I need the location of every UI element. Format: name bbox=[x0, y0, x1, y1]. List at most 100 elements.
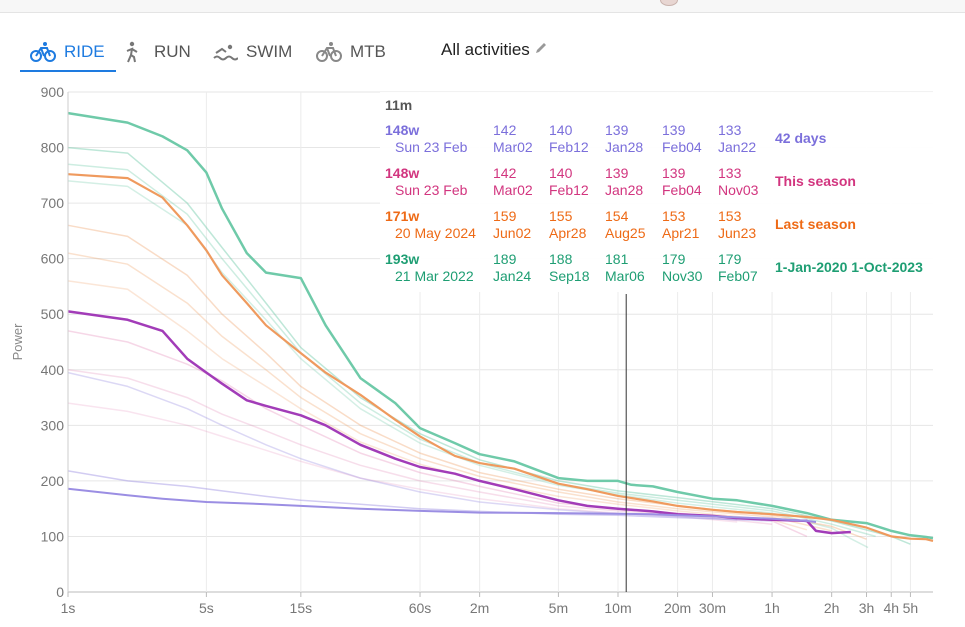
legend-cell-value: 140 bbox=[549, 122, 573, 138]
legend-best: 193w 21 Mar 2022 bbox=[385, 251, 474, 285]
legend-cell-date: Aug25 bbox=[605, 225, 646, 241]
y-tick-label: 500 bbox=[41, 306, 65, 322]
y-tick-label: 700 bbox=[41, 195, 65, 211]
legend-series-name: This season bbox=[775, 173, 856, 189]
chart-series bbox=[67, 111, 934, 549]
y-tick-label: 900 bbox=[41, 84, 65, 100]
legend-series-name: 42 days bbox=[775, 130, 827, 146]
legend-cell-value: 139 bbox=[662, 122, 686, 138]
x-tick-label: 3h bbox=[859, 600, 875, 616]
legend-cell-value: 189 bbox=[493, 251, 517, 267]
legend-cell-value: 159 bbox=[493, 208, 517, 224]
legend-best-date: 21 Mar 2022 bbox=[395, 268, 474, 284]
series-line[interactable] bbox=[67, 487, 817, 523]
legend-cell-value: 133 bbox=[718, 122, 742, 138]
x-tick-label: 2m bbox=[470, 600, 489, 616]
legend-cell-date: Apr21 bbox=[662, 225, 700, 241]
legend-cell: 154 Aug25 bbox=[605, 208, 645, 242]
legend-cell-value: 179 bbox=[718, 251, 742, 267]
legend-cell-value: 153 bbox=[662, 208, 686, 224]
series-line[interactable] bbox=[67, 173, 934, 542]
legend-best-value: 171w bbox=[385, 208, 420, 224]
legend-cell: 153 Apr21 bbox=[662, 208, 699, 242]
y-tick-label: 0 bbox=[56, 584, 64, 600]
y-tick-label: 600 bbox=[41, 251, 65, 267]
x-tick-label: 5s bbox=[199, 600, 214, 616]
legend-cell-date: Jun02 bbox=[493, 225, 532, 241]
legend-cell-date: Feb12 bbox=[549, 182, 589, 198]
legend-best: 171w 20 May 2024 bbox=[385, 208, 476, 242]
legend-cell-value: 154 bbox=[605, 208, 629, 224]
legend-cell-value: 179 bbox=[662, 251, 686, 267]
legend-cell: 139 Jan28 bbox=[605, 165, 643, 199]
legend-cell: 139 Feb04 bbox=[662, 165, 702, 199]
tab-ride[interactable]: RIDE bbox=[20, 34, 116, 72]
legend-cell: 159 Jun02 bbox=[493, 208, 531, 242]
legend-cell: 139 Feb04 bbox=[662, 122, 702, 156]
legend-cell-value: 181 bbox=[605, 251, 629, 267]
legend-cell: 188 Sep18 bbox=[549, 251, 589, 285]
y-tick-label: 200 bbox=[41, 473, 65, 489]
series-line[interactable] bbox=[67, 146, 911, 545]
tab-swim[interactable]: SWIM bbox=[212, 34, 292, 70]
run-icon bbox=[120, 41, 146, 63]
legend-cell-date: Feb04 bbox=[662, 182, 702, 198]
legend-cell-value: 155 bbox=[549, 208, 573, 224]
legend-cell: 142 Mar02 bbox=[493, 165, 533, 199]
y-axis-label: Power bbox=[10, 323, 25, 361]
x-tick-label: 30m bbox=[699, 600, 726, 616]
legend-cell-date: Jan28 bbox=[605, 182, 644, 198]
legend-best-date: Sun 23 Feb bbox=[395, 182, 468, 198]
legend-cell-value: 153 bbox=[718, 208, 742, 224]
legend-cell-date: Jan28 bbox=[605, 139, 644, 155]
legend-cell-value: 133 bbox=[718, 165, 742, 181]
activity-filter[interactable]: All activities bbox=[441, 40, 548, 60]
legend-best: 148w Sun 23 Feb bbox=[385, 122, 467, 156]
legend-row: 193w 21 Mar 2022 189 Jan24 188 Sep18 181 Mar06 1… bbox=[380, 251, 962, 291]
legend-cell-date: Feb12 bbox=[549, 139, 589, 155]
legend-cell: 140 Feb12 bbox=[549, 122, 589, 156]
legend-row: 148w Sun 23 Feb 142 Mar02 140 Feb12 139 Jan28 13… bbox=[380, 165, 962, 205]
legend-cell-date: Feb07 bbox=[718, 268, 758, 284]
legend-cell-date: Sep18 bbox=[549, 268, 590, 284]
legend-row: 171w 20 May 2024 159 Jun02 155 Apr28 154 Aug25 1… bbox=[380, 208, 962, 248]
y-tick-label: 800 bbox=[41, 140, 65, 156]
legend-cell: 155 Apr28 bbox=[549, 208, 586, 242]
x-tick-label: 60s bbox=[409, 600, 432, 616]
series-line[interactable] bbox=[67, 470, 773, 522]
series-line[interactable] bbox=[67, 280, 808, 531]
legend-cell-value: 188 bbox=[549, 251, 573, 267]
legend-best-date: Sun 23 Feb bbox=[395, 139, 468, 155]
tab-mtb[interactable]: MTB bbox=[316, 34, 386, 70]
legend-cell-date: Nov30 bbox=[662, 268, 703, 284]
x-tick-label: 5m bbox=[549, 600, 568, 616]
hover-legend: 11m 148w Sun 23 Feb 142 Mar02 140 Feb12 139 Jan… bbox=[380, 92, 962, 292]
top-bar bbox=[0, 0, 965, 13]
series-line[interactable] bbox=[67, 252, 832, 532]
legend-cell: 133 Jan22 bbox=[718, 122, 756, 156]
tab-run[interactable]: RUN bbox=[120, 34, 191, 70]
chart-axes: 0 100 200 300 400 500 600 700 800 900 1s 5s 15s 60s 2m… bbox=[41, 84, 919, 616]
x-tick-label: 5h bbox=[903, 600, 919, 616]
series-line[interactable] bbox=[67, 369, 773, 525]
swim-icon bbox=[212, 41, 238, 63]
series-line[interactable] bbox=[67, 163, 876, 538]
mtb-icon bbox=[316, 41, 342, 63]
legend-cell-date: Jan22 bbox=[718, 139, 757, 155]
legend-best-value: 148w bbox=[385, 165, 420, 181]
legend-best-value: 193w bbox=[385, 251, 420, 267]
legend-row: 148w Sun 23 Feb 142 Mar02 140 Feb12 139 Jan28 13… bbox=[380, 122, 962, 162]
legend-cell-date: Mar06 bbox=[605, 268, 645, 284]
x-tick-label: 15s bbox=[290, 600, 313, 616]
legend-cell-date: Jan24 bbox=[493, 268, 532, 284]
legend-cell-value: 139 bbox=[605, 122, 629, 138]
legend-cell: 181 Mar06 bbox=[605, 251, 645, 285]
legend-cell: 189 Jan24 bbox=[493, 251, 531, 285]
x-tick-label: 20m bbox=[664, 600, 691, 616]
legend-cell-date: Mar02 bbox=[493, 139, 533, 155]
legend-cell: 142 Mar02 bbox=[493, 122, 533, 156]
legend-series-name: Last season bbox=[775, 216, 856, 232]
tab-label: RUN bbox=[154, 42, 191, 61]
legend-cell: 153 Jun23 bbox=[718, 208, 756, 242]
